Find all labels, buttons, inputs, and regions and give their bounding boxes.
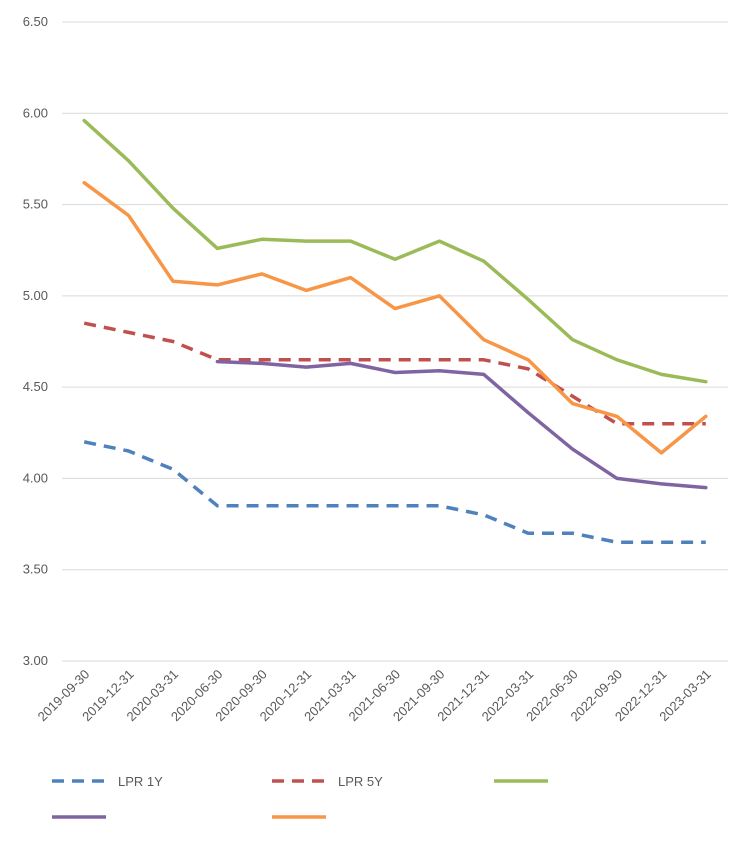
series-line-2 [83, 321, 706, 426]
y-tick-label: 6.00 [23, 105, 48, 120]
series-line-4 [215, 359, 708, 490]
series-lines [82, 118, 708, 545]
legend: LPR 1Y LPR 5Y [52, 774, 548, 819]
series-line-1 [83, 440, 706, 545]
y-tick-label: 4.50 [23, 379, 48, 394]
x-axis-tick-labels: 2019-09-302019-12-312020-03-312020-06-30… [35, 667, 714, 725]
legend-label-2: LPR 5Y [338, 774, 383, 789]
series-line-5 [82, 180, 708, 455]
y-axis-tick-labels: 3.00 3.50 4.00 4.50 5.00 5.50 6.00 6.50 [23, 14, 48, 668]
y-tick-label: 5.50 [23, 197, 48, 212]
series-line-3 [82, 118, 708, 384]
y-tick-label: 3.50 [23, 562, 48, 577]
legend-label-1: LPR 1Y [118, 774, 163, 789]
y-tick-label: 6.50 [23, 14, 48, 29]
y-tick-label: 3.00 [23, 653, 48, 668]
gridlines [62, 21, 728, 662]
y-tick-label: 4.00 [23, 470, 48, 485]
y-tick-label: 5.00 [23, 288, 48, 303]
